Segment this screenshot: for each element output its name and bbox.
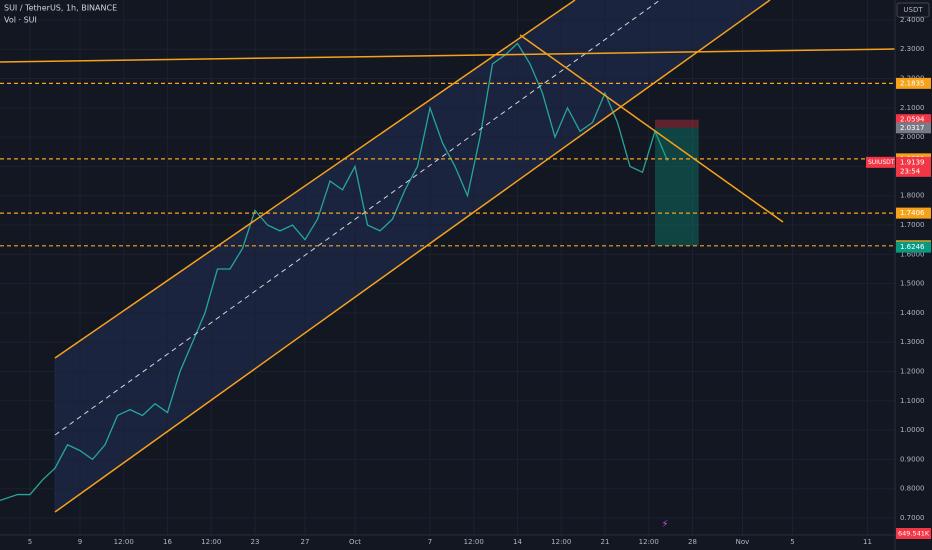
price-line bbox=[0, 42, 669, 502]
down-trend-line bbox=[519, 34, 784, 223]
price-tag: 2.0594 bbox=[900, 116, 925, 124]
y-tick-label: 0.8000 bbox=[900, 485, 925, 493]
last-price-box bbox=[896, 156, 931, 177]
y-tick-label: 1.6000 bbox=[900, 250, 925, 258]
y-tick-label: 0.9000 bbox=[900, 455, 925, 463]
channel-upper bbox=[54, 0, 576, 359]
y-tick-label: 1.4000 bbox=[900, 309, 925, 317]
price-tag-box bbox=[896, 114, 931, 126]
channel-mid bbox=[54, 0, 661, 436]
currency: USDT bbox=[903, 6, 923, 14]
y-tick-label: 1.8000 bbox=[900, 192, 925, 200]
channel-lower bbox=[54, 0, 771, 513]
stop-zone bbox=[655, 119, 699, 128]
volume-box bbox=[896, 528, 931, 539]
x-tick-label: 12:00 bbox=[464, 538, 484, 546]
y-tick-label: 1.1000 bbox=[900, 397, 925, 405]
symbol-title: SUI / TetherUS, 1h, BINANCE bbox=[4, 4, 117, 13]
x-tick-label: 7 bbox=[428, 538, 432, 546]
price-tag-box bbox=[896, 241, 931, 253]
x-tick-label: 12:00 bbox=[639, 538, 659, 546]
price-axis bbox=[895, 0, 932, 550]
x-tick-label: 5 bbox=[790, 538, 794, 546]
x-tick-label: 12:00 bbox=[551, 538, 571, 546]
last-symbol: SUIUSDT bbox=[868, 159, 895, 166]
x-tick-label: 14 bbox=[513, 538, 522, 546]
y-tick-label: 1.3000 bbox=[900, 338, 925, 346]
level-tag: 2.1835 bbox=[900, 79, 925, 87]
x-tick-label: 12:00 bbox=[114, 538, 134, 546]
x-tick-label: 12:00 bbox=[201, 538, 221, 546]
x-tick-label: Oct bbox=[349, 538, 361, 546]
x-tick-label: 21 bbox=[601, 538, 610, 546]
y-tick-label: 2.1000 bbox=[900, 104, 925, 112]
level-tag: 1.7406 bbox=[900, 209, 925, 217]
x-tick-label: 16 bbox=[163, 538, 172, 546]
lightning-icon[interactable]: ⚡ bbox=[661, 519, 668, 530]
x-tick-label: 28 bbox=[688, 538, 697, 546]
target-zone bbox=[655, 127, 699, 246]
level-tag-box bbox=[896, 77, 931, 89]
x-tick-label: 11 bbox=[863, 538, 872, 546]
y-tick-label: 1.7000 bbox=[900, 221, 925, 229]
y-tick-label: 2.4000 bbox=[900, 16, 925, 24]
resistance-line bbox=[0, 48, 896, 63]
currency-box[interactable] bbox=[896, 2, 930, 18]
plot bbox=[0, 0, 895, 535]
last-price: 1.9139 bbox=[900, 158, 925, 166]
price-tag: 1.6246 bbox=[900, 243, 925, 251]
y-tick-label: 1.5000 bbox=[900, 280, 925, 288]
price-tag-box bbox=[896, 122, 931, 134]
last-symbol-box bbox=[866, 156, 895, 168]
x-tick-label: 27 bbox=[301, 538, 310, 546]
y-tick-label: 0.7000 bbox=[900, 514, 925, 522]
indicator-label: Vol · SUI bbox=[4, 16, 37, 25]
x-tick-label: 5 bbox=[28, 538, 32, 546]
x-tick-label: 9 bbox=[78, 538, 82, 546]
level-tag-box bbox=[896, 207, 931, 219]
x-tick-label: 23 bbox=[251, 538, 260, 546]
volume-label: 649.541K bbox=[898, 530, 930, 538]
y-tick-label: 1.2000 bbox=[900, 368, 925, 376]
y-tick-label: 1.0000 bbox=[900, 426, 925, 434]
y-tick-label: 2.0000 bbox=[900, 133, 925, 141]
countdown: 23:54 bbox=[900, 167, 921, 175]
price-tag: 2.0317 bbox=[900, 124, 925, 132]
y-tick-label: 2.3000 bbox=[900, 45, 925, 53]
x-tick-label: Nov bbox=[736, 538, 750, 546]
